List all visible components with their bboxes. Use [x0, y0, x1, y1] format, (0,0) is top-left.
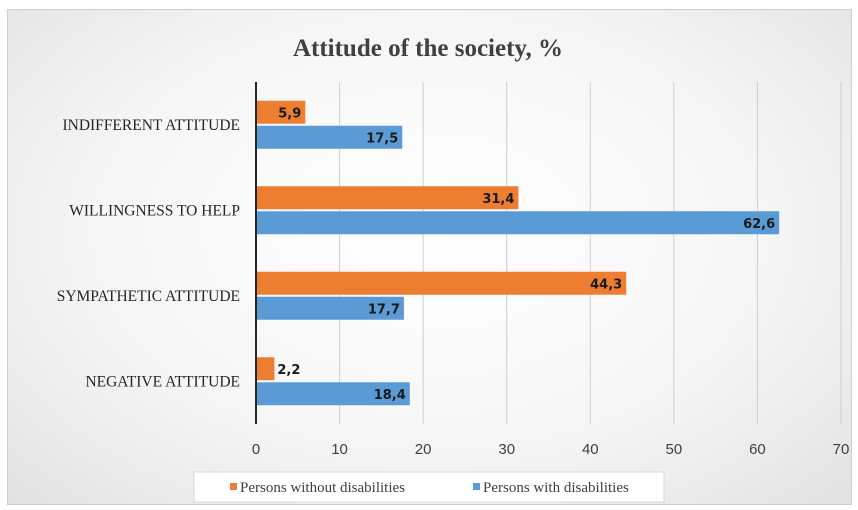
- bar-persons-with-disabilities-negative-attitude: [256, 382, 410, 406]
- bar-persons-with-disabilities-sympathetic-attitude: [256, 296, 404, 320]
- x-tick-label: 10: [331, 441, 348, 458]
- x-tick-label: 20: [415, 441, 432, 458]
- chart-svg: Attitude of the society, % 0 10 20 30 40 50 60…: [57, 35, 850, 503]
- x-tick-label: 60: [749, 441, 766, 458]
- bars: [256, 100, 780, 406]
- legend-box: [193, 471, 665, 503]
- data-label: 5,9: [278, 106, 301, 121]
- data-label: 17,5: [366, 131, 398, 146]
- data-label: 2,2: [277, 363, 300, 378]
- data-label: 62,6: [743, 217, 775, 232]
- chart-area: Attitude of the society, % 0 10 20 30 40 50 60…: [7, 9, 852, 505]
- x-tick-label: 30: [498, 441, 515, 458]
- data-label: 44,3: [590, 277, 622, 292]
- bar-persons-without-disabilities-negative-attitude: [256, 357, 275, 381]
- x-tick-label: 70: [833, 441, 850, 458]
- gridlines: [339, 82, 842, 424]
- x-tick-label: 40: [582, 441, 599, 458]
- category-label-willingness-to-help: WILLINGNESS TO HELP: [69, 202, 240, 219]
- category-label-sympathetic-attitude: SYMPATHETIC ATTITUDE: [57, 288, 240, 305]
- legend-swatch-persons-with-disabilities: [473, 483, 480, 490]
- category-label-indifferent-attitude: INDIFFERENT ATTITUDE: [62, 117, 240, 134]
- x-tick-label: 50: [666, 441, 683, 458]
- bar-persons-with-disabilities-indifferent-attitude: [256, 125, 403, 149]
- bar-persons-without-disabilities-indifferent-attitude: [256, 100, 306, 124]
- legend-label-persons-with-disabilities: Persons with disabilities: [483, 480, 629, 496]
- x-tick-label: 0: [252, 441, 260, 458]
- bar-persons-with-disabilities-willingness-to-help: [256, 211, 780, 235]
- bar-persons-without-disabilities-sympathetic-attitude: [256, 271, 627, 295]
- legend-label-persons-without-disabilities: Persons without disabilities: [240, 480, 405, 496]
- data-label: 31,4: [482, 192, 514, 207]
- data-label: 17,7: [368, 302, 400, 317]
- legend: Persons without disabilities Persons with…: [193, 471, 665, 503]
- legend-swatch-persons-without-disabilities: [230, 483, 237, 490]
- chart-title: Attitude of the society, %: [293, 35, 563, 62]
- bar-persons-without-disabilities-willingness-to-help: [256, 186, 519, 210]
- labels: 0 10 20 30 40 50 60 70 INDIFFERENT ATTITUDE 5,9 17…: [57, 106, 850, 458]
- category-label-negative-attitude: NEGATIVE ATTITUDE: [85, 373, 240, 390]
- data-label: 18,4: [374, 388, 406, 403]
